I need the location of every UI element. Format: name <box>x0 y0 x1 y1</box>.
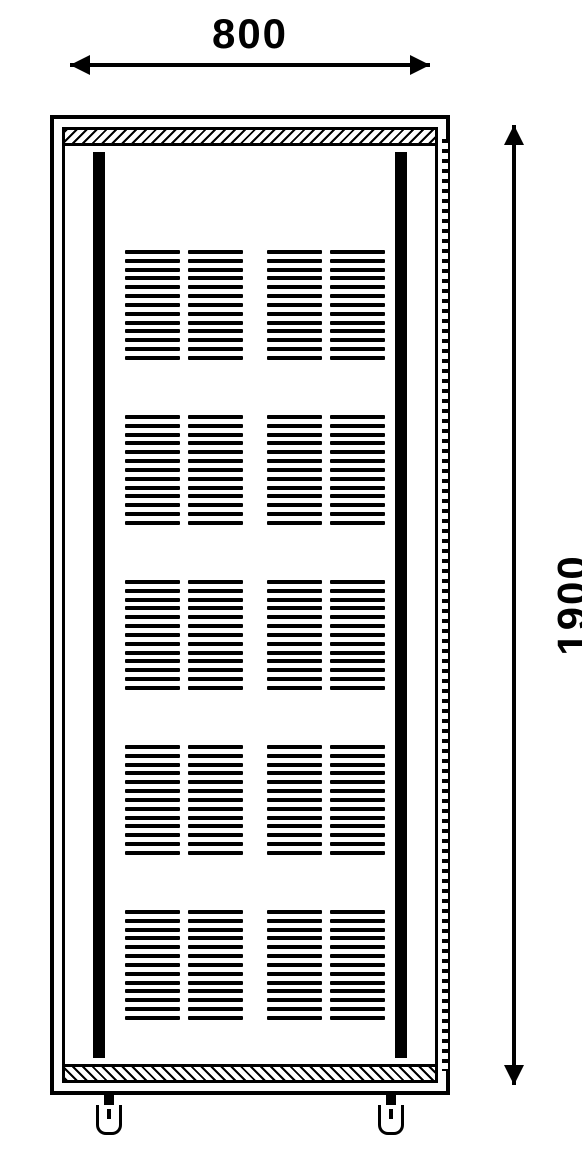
vent-block <box>125 745 180 855</box>
dimension-width-arrow <box>60 10 440 80</box>
vent-grid <box>125 250 375 1020</box>
caster-wheel <box>378 1105 404 1135</box>
vent-row <box>125 580 375 690</box>
cabinet-pillar-left <box>93 152 105 1058</box>
caster-right <box>376 1091 406 1146</box>
vent-block <box>267 415 322 525</box>
vent-block <box>188 745 243 855</box>
vent-block <box>267 745 322 855</box>
vent-block <box>267 250 322 360</box>
vent-block <box>188 415 243 525</box>
vent-row <box>125 745 375 855</box>
drawing-canvas: 800 1900 <box>0 0 582 1175</box>
cabinet-inner-frame <box>62 127 438 1083</box>
vent-row <box>125 910 375 1020</box>
vent-block <box>188 910 243 1020</box>
vent-block <box>330 580 385 690</box>
cabinet-top-cap <box>65 130 435 146</box>
vent-block <box>188 580 243 690</box>
cabinet-bottom-cap <box>65 1064 435 1080</box>
vent-block <box>330 910 385 1020</box>
vent-block <box>125 910 180 1020</box>
vent-row <box>125 415 375 525</box>
dimension-width: 800 <box>60 10 440 80</box>
caster-left <box>94 1091 124 1146</box>
vent-block <box>267 910 322 1020</box>
dimension-height-label: 1900 <box>549 554 582 655</box>
vent-block <box>267 580 322 690</box>
vent-block <box>125 250 180 360</box>
vent-block <box>330 415 385 525</box>
cabinet-pillar-right <box>395 152 407 1058</box>
vent-block <box>330 250 385 360</box>
vent-block <box>125 415 180 525</box>
cabinet-side-rail <box>442 139 448 1071</box>
vent-block <box>188 250 243 360</box>
vent-block <box>330 745 385 855</box>
caster-wheel <box>96 1105 122 1135</box>
vent-block <box>125 580 180 690</box>
cabinet-outer <box>50 115 450 1095</box>
vent-row <box>125 250 375 360</box>
dimension-height: 1900 <box>502 115 572 1095</box>
